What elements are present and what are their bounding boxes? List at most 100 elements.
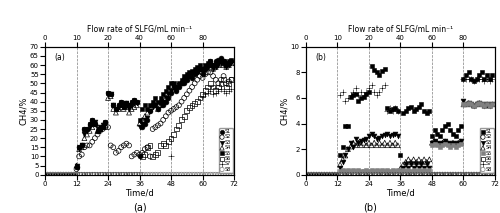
Point bbox=[225, 82, 233, 85]
Point bbox=[433, 173, 441, 176]
Point bbox=[130, 105, 138, 109]
Point bbox=[225, 173, 233, 176]
Point bbox=[399, 168, 407, 171]
Point bbox=[449, 173, 457, 176]
Point bbox=[167, 137, 175, 140]
Point bbox=[220, 60, 228, 63]
Point bbox=[365, 90, 373, 93]
Point bbox=[394, 144, 402, 147]
Point bbox=[394, 135, 402, 138]
Point bbox=[346, 94, 354, 97]
Point bbox=[206, 89, 214, 92]
Point bbox=[106, 173, 114, 176]
Point bbox=[88, 140, 96, 144]
Point bbox=[384, 144, 392, 147]
Point bbox=[57, 173, 65, 176]
Point bbox=[146, 107, 154, 111]
Point bbox=[378, 173, 386, 176]
Point bbox=[462, 77, 470, 81]
Point bbox=[104, 93, 112, 96]
Point bbox=[422, 163, 430, 166]
Point bbox=[436, 173, 444, 176]
Point bbox=[220, 63, 228, 67]
Point bbox=[304, 173, 312, 176]
Point bbox=[315, 173, 323, 176]
Point bbox=[72, 166, 80, 169]
Point bbox=[420, 109, 428, 112]
Point bbox=[462, 173, 470, 176]
Point bbox=[391, 173, 399, 176]
Point bbox=[304, 173, 312, 176]
Point bbox=[336, 169, 344, 173]
Point bbox=[454, 144, 462, 147]
Point bbox=[378, 69, 386, 73]
Point bbox=[407, 173, 415, 176]
Point bbox=[352, 173, 360, 176]
Point bbox=[117, 104, 125, 107]
Point bbox=[475, 77, 483, 81]
Point bbox=[183, 93, 191, 96]
Point bbox=[399, 173, 407, 176]
Point bbox=[410, 173, 418, 176]
Point bbox=[228, 58, 235, 61]
Point bbox=[106, 144, 114, 147]
Point bbox=[478, 77, 486, 81]
Point bbox=[156, 100, 164, 103]
Point bbox=[338, 158, 346, 161]
Point bbox=[104, 125, 112, 129]
Point bbox=[470, 80, 478, 83]
Point bbox=[318, 173, 326, 176]
Point bbox=[428, 141, 436, 144]
Point bbox=[154, 100, 162, 103]
Point bbox=[114, 173, 122, 176]
Point bbox=[468, 103, 475, 106]
Point bbox=[370, 173, 378, 176]
Point bbox=[156, 96, 164, 100]
Point bbox=[354, 173, 362, 176]
Point bbox=[183, 73, 191, 76]
Point bbox=[394, 109, 402, 112]
Point bbox=[323, 173, 331, 176]
Point bbox=[188, 173, 196, 176]
Point bbox=[136, 173, 143, 176]
Point bbox=[99, 124, 107, 127]
Point bbox=[122, 102, 130, 105]
Point bbox=[206, 71, 214, 74]
Point bbox=[472, 103, 480, 106]
Point bbox=[228, 78, 235, 81]
Point bbox=[112, 151, 120, 154]
Point bbox=[41, 173, 49, 176]
Point bbox=[462, 103, 470, 106]
Point bbox=[328, 173, 336, 176]
Point bbox=[446, 142, 454, 146]
Point bbox=[391, 141, 399, 144]
Point bbox=[222, 65, 230, 69]
Point bbox=[338, 173, 346, 176]
Point bbox=[128, 104, 136, 107]
Point bbox=[91, 122, 99, 125]
Point bbox=[222, 91, 230, 94]
Point bbox=[204, 65, 212, 69]
Point bbox=[102, 124, 110, 127]
Point bbox=[444, 173, 452, 176]
Point bbox=[430, 140, 438, 143]
Point bbox=[198, 71, 206, 74]
Point bbox=[217, 87, 225, 91]
Point bbox=[96, 127, 104, 131]
Point bbox=[178, 173, 186, 176]
Point bbox=[312, 173, 320, 176]
Point bbox=[128, 173, 136, 176]
Point bbox=[88, 122, 96, 125]
Point bbox=[462, 103, 470, 106]
Point bbox=[357, 140, 365, 143]
Point bbox=[138, 155, 146, 158]
Point bbox=[190, 71, 198, 74]
Point bbox=[312, 173, 320, 176]
Point bbox=[141, 153, 149, 156]
Point bbox=[125, 173, 133, 176]
X-axis label: Time/d: Time/d bbox=[386, 188, 415, 197]
Point bbox=[86, 125, 94, 129]
Point bbox=[125, 144, 133, 147]
Point bbox=[307, 173, 315, 176]
Point bbox=[323, 173, 331, 176]
